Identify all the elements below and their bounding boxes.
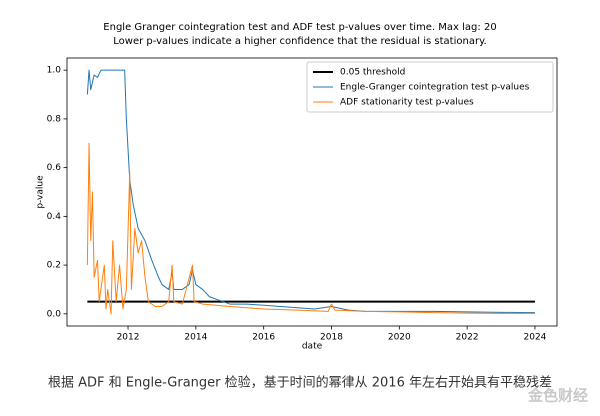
series-line [86,142,535,315]
legend-box [306,61,554,113]
plot-frame [66,57,558,327]
chart-title: Engle Granger cointegration test and ADF… [103,22,496,33]
legend-label: ADF stationarity test p-values [340,98,474,108]
x-tick-label: 2012 [117,333,140,343]
x-tick-label: 2022 [456,333,479,343]
x-axis-label: date [302,342,323,352]
series-line [86,69,535,314]
watermark: 金色财经 [527,387,588,405]
caption: 根据 ADF 和 Engle-Granger 检验，基于时间的幂律从 2016 … [48,375,552,391]
y-tick-label: 0.4 [47,212,62,222]
y-tick-label: 0.2 [47,261,61,271]
legend-label: Engle-Granger cointegration test p-value… [340,83,530,93]
y-tick-label: 1.0 [47,66,62,76]
x-tick-label: 2016 [252,333,275,343]
x-tick-label: 2018 [320,333,343,343]
y-tick-label: 0.0 [47,309,62,319]
x-tick-label: 2020 [388,333,411,343]
y-tick-label: 0.8 [47,114,62,124]
y-axis-label: p-value [36,175,46,209]
chart-subtitle: Lower p-values indicate a higher confide… [113,36,487,47]
legend-label: 0.05 threshold [340,68,405,78]
x-tick-label: 2024 [524,333,547,343]
x-tick-label: 2014 [184,333,207,343]
y-tick-label: 0.6 [47,163,62,173]
